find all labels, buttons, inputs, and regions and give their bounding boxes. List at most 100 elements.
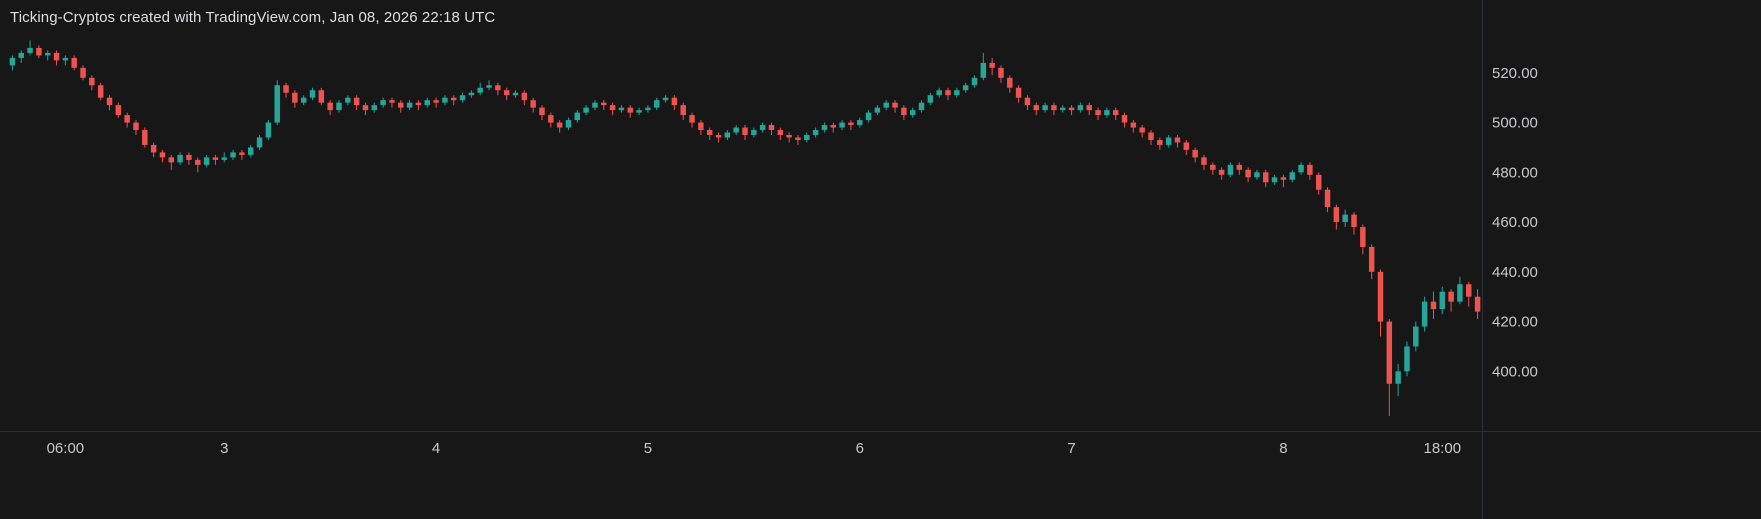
time-tick-label: 7 bbox=[1067, 440, 1075, 457]
candle bbox=[309, 87, 316, 101]
candle-body-up bbox=[62, 57, 69, 61]
candle bbox=[901, 105, 907, 121]
price-tick-label: 520.00 bbox=[1492, 65, 1538, 82]
candle-body-down bbox=[989, 62, 995, 68]
candle-body-up bbox=[247, 147, 254, 155]
candle bbox=[1307, 162, 1313, 180]
candle-body-down bbox=[1377, 271, 1384, 322]
candle bbox=[1439, 286, 1446, 315]
candle-body-down bbox=[239, 152, 245, 155]
candle-body-down bbox=[1307, 164, 1313, 175]
candle-body-down bbox=[1448, 291, 1454, 302]
candle bbox=[733, 125, 739, 136]
candle bbox=[777, 127, 784, 140]
candle-body-down bbox=[1007, 77, 1013, 88]
candle bbox=[936, 87, 942, 98]
candle-body-down bbox=[327, 102, 333, 111]
price-tick-label: 480.00 bbox=[1492, 164, 1538, 181]
candle bbox=[1298, 162, 1304, 175]
candle bbox=[601, 100, 607, 111]
candle-body-down bbox=[1024, 97, 1031, 106]
candle bbox=[133, 120, 139, 136]
candle bbox=[1007, 75, 1013, 93]
candle bbox=[556, 120, 563, 133]
candle-body-down bbox=[786, 135, 792, 138]
candle bbox=[124, 112, 130, 128]
candle bbox=[1254, 169, 1260, 180]
candle bbox=[1112, 107, 1119, 121]
candle bbox=[1157, 137, 1163, 150]
candle bbox=[1421, 296, 1428, 332]
candle-body-down bbox=[1121, 115, 1128, 123]
candle bbox=[592, 100, 598, 111]
candle-body-up bbox=[1060, 107, 1066, 111]
candle bbox=[1280, 174, 1287, 188]
candle bbox=[1121, 112, 1128, 128]
candle bbox=[442, 95, 448, 106]
candle-body-down bbox=[398, 102, 404, 108]
candle bbox=[1430, 291, 1437, 320]
candle bbox=[1165, 135, 1172, 148]
candle bbox=[565, 117, 572, 131]
time-tick-label: 18:00 bbox=[1424, 440, 1462, 457]
candle bbox=[1218, 167, 1225, 180]
candle-body-up bbox=[1298, 164, 1304, 173]
candle bbox=[1201, 154, 1207, 170]
candle bbox=[1386, 319, 1393, 417]
candle bbox=[1271, 174, 1278, 185]
candle-body-down bbox=[450, 97, 457, 101]
candle bbox=[1351, 212, 1357, 235]
candle bbox=[618, 105, 625, 113]
candle-body-down bbox=[186, 154, 192, 160]
candle bbox=[1360, 224, 1366, 255]
candle bbox=[44, 50, 51, 61]
candle-body-up bbox=[812, 130, 819, 135]
time-tick-label: 5 bbox=[644, 440, 652, 457]
candle-body-down bbox=[830, 125, 836, 128]
candle bbox=[1015, 85, 1022, 103]
candle-body-down bbox=[1368, 246, 1375, 272]
candle bbox=[1324, 187, 1331, 213]
candle-body-up bbox=[265, 122, 272, 138]
candle bbox=[353, 95, 360, 111]
candle bbox=[795, 135, 801, 145]
price-axis[interactable]: 520.00 500.00 480.00 460.00 440.00 420.00 400.… bbox=[1492, 65, 1538, 380]
candle bbox=[1051, 102, 1057, 116]
candle-body-down bbox=[601, 102, 607, 106]
candle bbox=[1086, 102, 1092, 116]
candle-body-down bbox=[1430, 301, 1437, 310]
candle bbox=[27, 40, 33, 56]
candle-body-up bbox=[1271, 177, 1278, 183]
time-axis[interactable]: 06:00 3 4 5 6 7 8 18:00 bbox=[47, 440, 1461, 457]
candle-body-down bbox=[671, 97, 678, 106]
candle-body-up bbox=[27, 47, 33, 53]
candle-body-down bbox=[556, 122, 563, 128]
candle-body-up bbox=[44, 52, 51, 56]
candle bbox=[1448, 289, 1454, 312]
candle bbox=[106, 95, 113, 111]
candle-body-up bbox=[583, 107, 589, 113]
candle-body-up bbox=[645, 107, 651, 111]
candle-body-down bbox=[415, 102, 422, 106]
candle bbox=[62, 55, 69, 66]
candle-body-down bbox=[1236, 164, 1243, 170]
candle-body-down bbox=[768, 125, 775, 131]
candle-body-up bbox=[1077, 105, 1084, 111]
candle bbox=[327, 100, 333, 116]
candle-body-down bbox=[53, 52, 60, 61]
candle-body-up bbox=[300, 97, 307, 103]
candle bbox=[662, 95, 669, 103]
candle bbox=[521, 90, 528, 106]
candle bbox=[636, 107, 642, 116]
candle bbox=[962, 82, 969, 93]
candle-body-up bbox=[618, 107, 625, 111]
candle-body-down bbox=[1157, 139, 1163, 145]
candle-body-up bbox=[565, 120, 572, 128]
candle-body-up bbox=[733, 127, 739, 133]
candle bbox=[389, 97, 395, 108]
candle bbox=[468, 90, 475, 98]
candle-body-up bbox=[1289, 172, 1295, 180]
candle-body-down bbox=[539, 107, 545, 116]
